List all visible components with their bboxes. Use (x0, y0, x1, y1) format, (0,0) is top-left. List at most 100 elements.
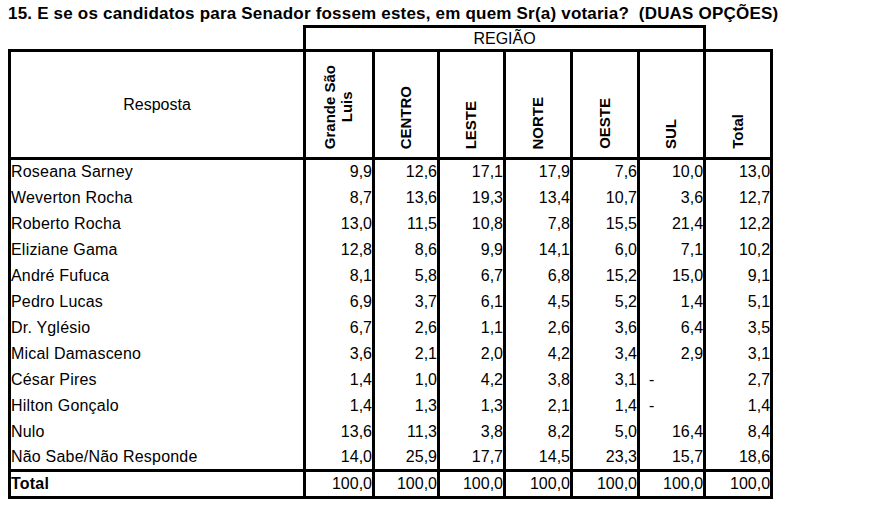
value-cell: 9,9 (305, 159, 374, 185)
value-cell: 17,1 (439, 159, 505, 185)
value-cell: 13,0 (705, 159, 772, 185)
region-group-header: REGIÃO (305, 27, 705, 51)
value-cell: 21,4 (639, 211, 705, 237)
row-label: Dr. Yglésio (10, 315, 305, 341)
col-header-label: CENTRO (398, 86, 415, 153)
value-cell: 2,7 (705, 367, 772, 393)
value-cell: 1,3 (374, 393, 439, 419)
value-cell: 9,1 (705, 263, 772, 289)
value-cell: 15,5 (572, 211, 639, 237)
value-cell: 13,0 (305, 211, 374, 237)
value-cell: 12,7 (705, 185, 772, 211)
value-cell: 19,3 (439, 185, 505, 211)
value-cell: - (639, 393, 705, 419)
value-cell: 5,0 (572, 419, 639, 445)
total-value-cell: 100,0 (705, 471, 772, 498)
col-header-label: LESTE (463, 101, 480, 153)
value-cell: 7,1 (639, 237, 705, 263)
value-cell: 15,0 (639, 263, 705, 289)
value-cell: 1,4 (639, 289, 705, 315)
value-cell: 5,2 (572, 289, 639, 315)
value-cell: 4,2 (439, 367, 505, 393)
value-cell: 3,8 (505, 367, 572, 393)
value-cell: 15,2 (572, 263, 639, 289)
value-cell: 10,7 (572, 185, 639, 211)
value-cell: 16,4 (639, 419, 705, 445)
value-cell: 1,4 (705, 393, 772, 419)
total-value-cell: 100,0 (439, 471, 505, 498)
column-header-row: Resposta Grande São Luis CENTRO LESTE NO… (10, 51, 772, 159)
value-cell: 14,0 (305, 445, 374, 471)
value-cell: 18,6 (705, 445, 772, 471)
value-cell: 1,4 (305, 393, 374, 419)
row-label: Hilton Gonçalo (10, 393, 305, 419)
value-cell: 6,7 (305, 315, 374, 341)
value-cell: 2,9 (639, 341, 705, 367)
value-cell: 11,3 (374, 419, 439, 445)
table-row: Hilton Gonçalo 1,4 1,3 1,3 2,1 1,4 - 1,4 (10, 393, 772, 419)
value-cell: 8,6 (374, 237, 439, 263)
value-cell: 3,6 (305, 341, 374, 367)
value-cell: 15,7 (639, 445, 705, 471)
value-cell: 2,6 (374, 315, 439, 341)
value-cell: 10,2 (705, 237, 772, 263)
value-cell: 3,4 (572, 341, 639, 367)
col-header-oeste: OESTE (572, 51, 639, 159)
value-cell: 6,7 (439, 263, 505, 289)
value-cell: 12,8 (305, 237, 374, 263)
table-row: César Pires 1,4 1,0 4,2 3,8 3,1 - 2,7 (10, 367, 772, 393)
value-cell: 1,0 (374, 367, 439, 393)
col-header-label: NORTE (530, 97, 547, 154)
row-label: Nulo (10, 419, 305, 445)
row-label: Roseana Sarney (10, 159, 305, 185)
value-cell: 3,1 (572, 367, 639, 393)
row-label: César Pires (10, 367, 305, 393)
row-label: Weverton Rocha (10, 185, 305, 211)
value-cell: 3,6 (572, 315, 639, 341)
value-cell: 2,6 (505, 315, 572, 341)
value-cell: 25,9 (374, 445, 439, 471)
col-header-leste: LESTE (439, 51, 505, 159)
document-page: 15. E se os candidatos para Senador foss… (0, 0, 890, 499)
value-cell: 12,6 (374, 159, 439, 185)
table-row: Roseana Sarney 9,9 12,6 17,1 17,9 7,6 10… (10, 159, 772, 185)
row-label: Não Sabe/Não Responde (10, 445, 305, 471)
value-cell: 2,1 (505, 393, 572, 419)
region-header-row: REGIÃO (10, 27, 772, 51)
top-left-spacer (10, 27, 305, 51)
table-row: Não Sabe/Não Responde 14,0 25,9 17,7 14,… (10, 445, 772, 471)
row-header-title: Resposta (10, 51, 305, 159)
value-cell: 2,1 (374, 341, 439, 367)
table-row: Weverton Rocha 8,7 13,6 19,3 13,4 10,7 3… (10, 185, 772, 211)
total-value-cell: 100,0 (374, 471, 439, 498)
table-row: Roberto Rocha 13,0 11,5 10,8 7,8 15,5 21… (10, 211, 772, 237)
col-header-total: Total (705, 51, 772, 159)
results-table: REGIÃO Resposta Grande São Luis CENTRO L… (8, 25, 773, 499)
col-header-label: Grande São Luis (322, 65, 356, 153)
table-row: André Fufuca 8,1 5,8 6,7 6,8 15,2 15,0 9… (10, 263, 772, 289)
col-header-norte: NORTE (505, 51, 572, 159)
value-cell: 10,0 (639, 159, 705, 185)
col-header-label: SUL (663, 119, 680, 153)
col-header-label: Total (730, 114, 747, 153)
value-cell: 3,8 (439, 419, 505, 445)
value-cell: 8,4 (705, 419, 772, 445)
value-cell: 10,8 (439, 211, 505, 237)
value-cell: 1,4 (305, 367, 374, 393)
table-row: Pedro Lucas 6,9 3,7 6,1 4,5 5,2 1,4 5,1 (10, 289, 772, 315)
row-label: Eliziane Gama (10, 237, 305, 263)
total-value-cell: 100,0 (572, 471, 639, 498)
row-label: Roberto Rocha (10, 211, 305, 237)
col-header-label: OESTE (597, 98, 614, 153)
value-cell: 5,1 (705, 289, 772, 315)
value-cell: 1,4 (572, 393, 639, 419)
value-cell: 3,6 (639, 185, 705, 211)
value-cell: 9,9 (439, 237, 505, 263)
value-cell: 4,5 (505, 289, 572, 315)
col-header-centro: CENTRO (374, 51, 439, 159)
value-cell: 17,9 (505, 159, 572, 185)
value-cell: 2,0 (439, 341, 505, 367)
col-header-grande-sao-luis: Grande São Luis (305, 51, 374, 159)
row-label: Pedro Lucas (10, 289, 305, 315)
value-cell: 13,6 (374, 185, 439, 211)
